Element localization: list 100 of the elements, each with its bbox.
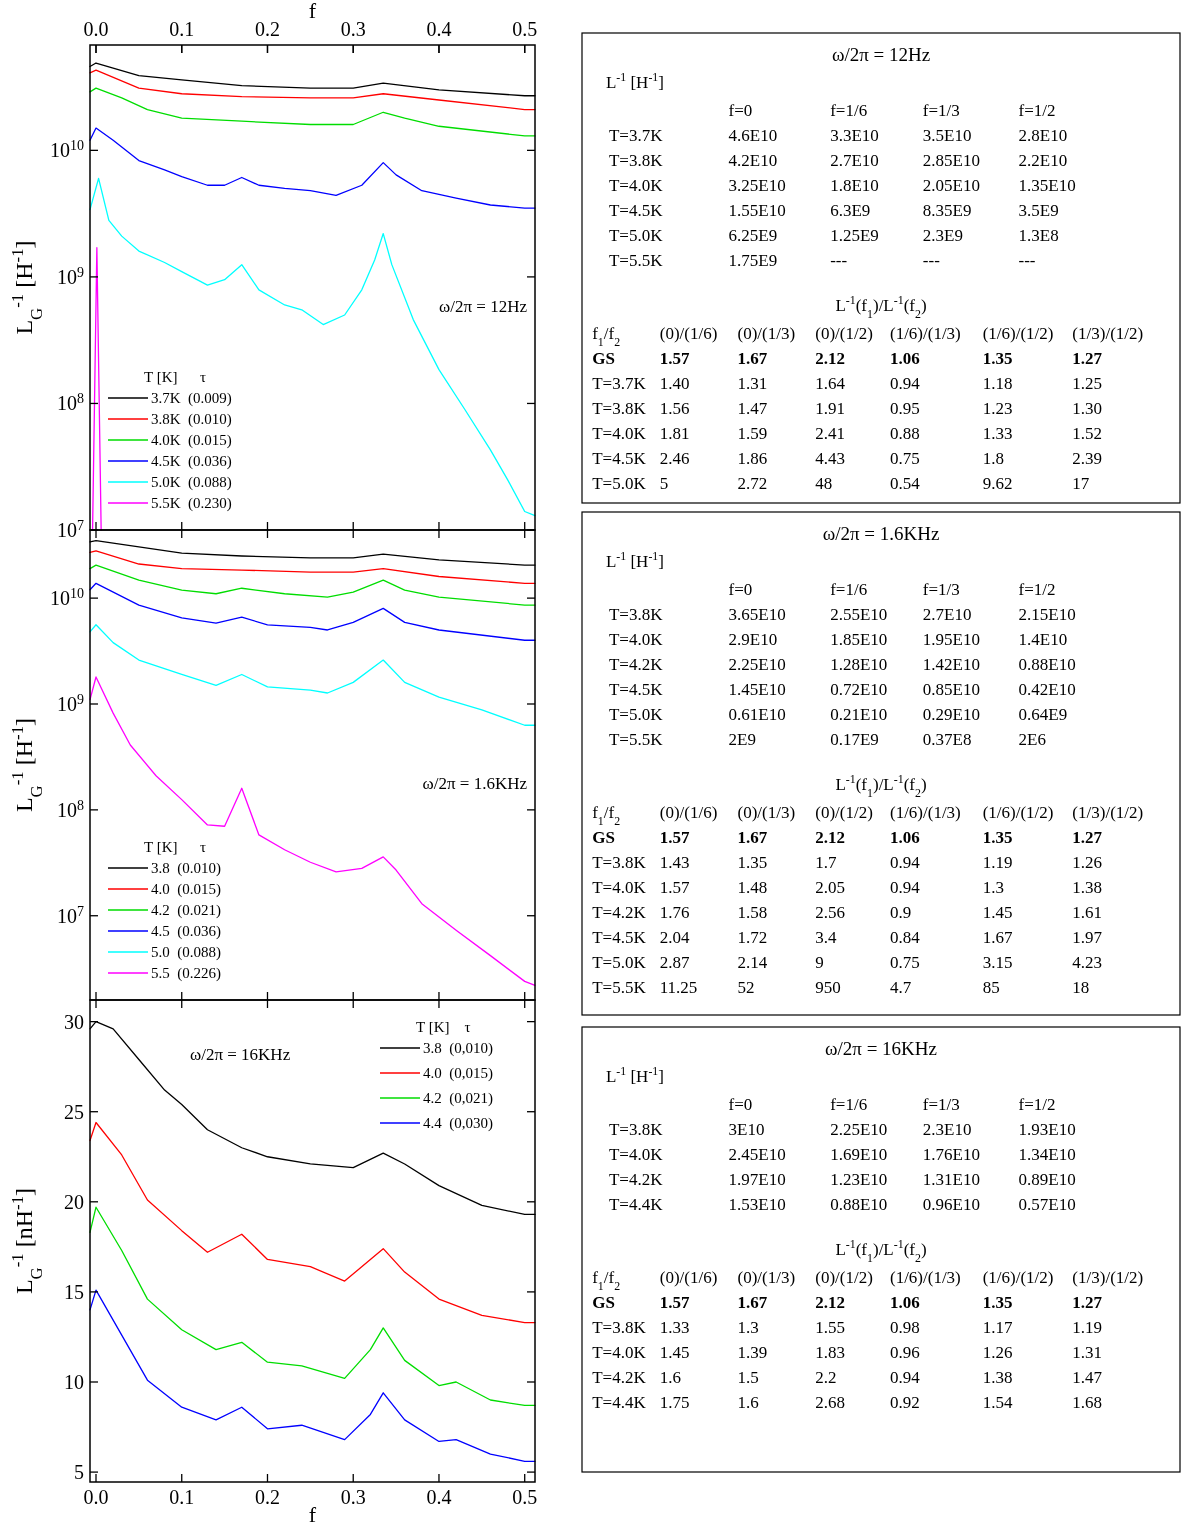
text: 0.92	[889, 1393, 920, 1412]
text: 0.98	[889, 1318, 920, 1337]
legend-label: 3.7K (0.009)	[151, 390, 232, 407]
text: 1.81	[659, 424, 690, 443]
text: 1.5	[737, 1368, 759, 1387]
text: (0)/(1/6)	[659, 803, 718, 822]
text: f=1/6	[830, 101, 868, 120]
text: 85	[982, 978, 1000, 997]
text: f=1/3	[922, 101, 960, 120]
text: 1.35	[982, 349, 1013, 368]
text: 2.45E10	[728, 1145, 786, 1164]
text: 1.75E9	[728, 251, 778, 270]
legend-label: 4.0 (0.015)	[151, 881, 221, 898]
line-series	[89, 582, 536, 641]
text: f=1/2	[1018, 1095, 1056, 1114]
text: 1.31E10	[922, 1170, 980, 1189]
text: 2.41	[815, 424, 845, 443]
line-series	[89, 564, 536, 606]
text: 1.33	[982, 424, 1013, 443]
text: 1.55E10	[728, 201, 786, 220]
text: 4.43	[815, 449, 845, 468]
text: 1.6	[659, 1368, 681, 1387]
text: 1.59	[737, 424, 768, 443]
text: 2.9E10	[728, 630, 778, 649]
legend-label: 3.8 (0,010)	[423, 1040, 493, 1057]
text: 0.9	[889, 903, 912, 922]
text: 1.97E10	[728, 1170, 786, 1189]
text: 6.25E9	[728, 226, 778, 245]
text: 1.40	[659, 374, 690, 393]
text: 1.76E10	[922, 1145, 980, 1164]
text: f=0	[728, 580, 753, 599]
text: f=0	[728, 1095, 753, 1114]
text: ω/2π = 12Hz	[831, 44, 931, 65]
text: 0.95	[889, 399, 920, 418]
text: T=4.0K	[608, 176, 663, 195]
text: T=3.7K	[608, 126, 663, 145]
text: 1.86	[737, 449, 768, 468]
text: 0.89E10	[1018, 1170, 1076, 1189]
text: 1.69E10	[830, 1145, 888, 1164]
x-tick-label: 0.4	[426, 1486, 452, 1508]
text: 1.8E10	[830, 176, 879, 195]
text: 1.48	[737, 878, 768, 897]
text: 0.75	[889, 449, 920, 468]
text: T=3.8K	[592, 853, 646, 872]
text: (0)/(1/2)	[815, 324, 873, 343]
text: 2.85E10	[922, 151, 980, 170]
text: 0.94	[889, 878, 920, 897]
text: 0.37E8	[922, 730, 972, 749]
text: 1.06	[889, 828, 920, 847]
text: 0.17E9	[830, 730, 879, 749]
text: 0.96E10	[922, 1195, 980, 1214]
text: 0.29E10	[922, 705, 980, 724]
text: 1.45	[659, 1343, 690, 1362]
line-series	[89, 127, 536, 209]
line-series	[89, 1206, 536, 1407]
text: 0.54	[889, 474, 920, 493]
text: 950	[815, 978, 841, 997]
text: 1.31	[1072, 1343, 1103, 1362]
text: 1.3	[737, 1318, 759, 1337]
text: 52	[737, 978, 755, 997]
text: 1.34E10	[1018, 1145, 1076, 1164]
text: (1/3)/(1/2)	[1072, 1268, 1144, 1287]
legend-title: T [K] τ	[416, 1019, 471, 1035]
legend-label: 5.0 (0.088)	[151, 944, 221, 961]
text: T=4.5K	[592, 449, 646, 468]
text: 1.33	[659, 1318, 690, 1337]
text: (0)/(1/3)	[737, 803, 796, 822]
text: 2.87	[659, 953, 690, 972]
text: L$^{-1}$(f$_{1}$)/L$^{-1}$(f$_{2}$)	[835, 293, 927, 321]
text: 0.57E10	[1018, 1195, 1076, 1214]
text: (1/3)/(1/2)	[1072, 803, 1144, 822]
text: (0)/(1/6)	[659, 1268, 718, 1287]
text: T=5.0K	[592, 474, 646, 493]
text: L$^{-1}$ [H$^{-1}$]	[605, 70, 664, 92]
text: T=4.0K	[592, 878, 646, 897]
text: (0)/(1/2)	[815, 803, 873, 822]
text: 1.45E10	[728, 680, 786, 699]
text: 1.6	[737, 1393, 759, 1412]
text: 0.88	[889, 424, 920, 443]
x-tick-label: 0.0	[83, 1486, 109, 1508]
text: 1.3E8	[1018, 226, 1059, 245]
text: 1.39	[737, 1343, 768, 1362]
text: 0.96	[889, 1343, 920, 1362]
text: 2.39	[1072, 449, 1103, 468]
text: 1.26	[1072, 853, 1103, 872]
text: f=1/2	[1018, 101, 1056, 120]
text: 0.94	[889, 374, 920, 393]
legend-label: 5.5 (0.226)	[151, 965, 221, 982]
text: 1.57	[659, 1293, 690, 1312]
text: (0)/(1/6)	[659, 324, 718, 343]
text: 2.15E10	[1018, 605, 1076, 624]
text: 1.06	[889, 1293, 920, 1312]
text: 1.27	[1072, 349, 1103, 368]
text: 2E9	[728, 730, 756, 749]
text: (1/6)/(1/3)	[889, 324, 961, 343]
x2-tick-label: 0.4	[426, 18, 452, 40]
text: 1.28E10	[830, 655, 888, 674]
text: T=3.8K	[592, 399, 646, 418]
text: 2.04	[659, 928, 690, 947]
text: 1.30	[1072, 399, 1103, 418]
